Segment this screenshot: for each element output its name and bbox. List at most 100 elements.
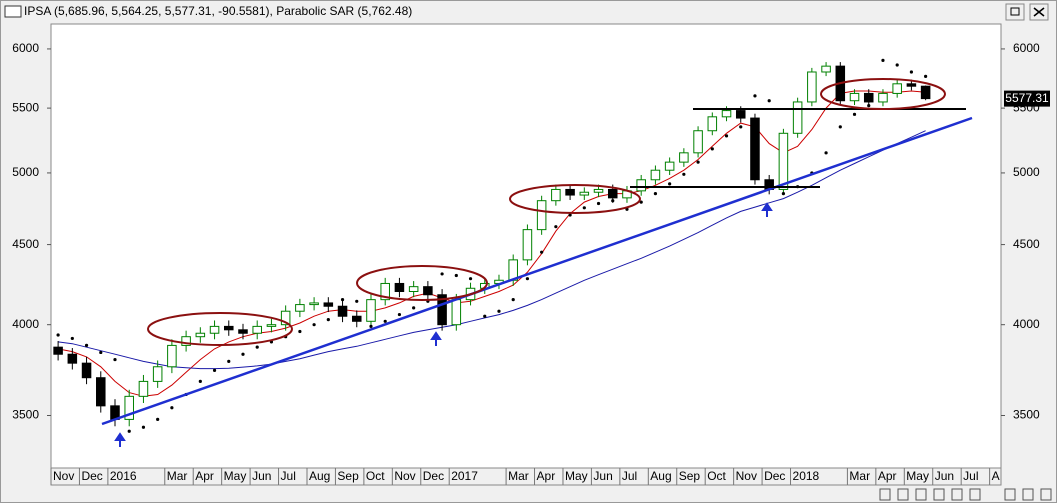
trend-line: [101, 116, 973, 426]
sar-dot: [682, 172, 686, 176]
sar-dot: [84, 343, 89, 348]
sar-dot: [739, 125, 743, 129]
sar-dot: [781, 192, 786, 196]
candle-body: [593, 188, 604, 193]
candle-body: [67, 353, 78, 364]
sar-dot: [710, 147, 714, 151]
sar-dot: [568, 213, 572, 217]
candle-body: [138, 380, 149, 397]
y-tick-label: 6000: [1013, 41, 1040, 55]
sar-dot: [412, 306, 416, 310]
sar-dot: [255, 345, 259, 349]
x-tick-label: May: [224, 469, 247, 483]
y-tick-label: 4000: [12, 317, 39, 331]
up-arrow: [430, 331, 442, 346]
candle-body: [551, 188, 561, 202]
candle-body: [309, 302, 319, 306]
x-tick-label: Mar: [849, 469, 870, 483]
sar-dot: [497, 309, 501, 313]
x-tick-label: 2018: [793, 469, 820, 483]
y-tick-label: 5000: [12, 165, 39, 179]
window-buttons: [1005, 3, 1049, 21]
candle-body: [821, 65, 831, 73]
x-tick-label: Mar: [167, 469, 188, 483]
candle-body: [337, 305, 348, 317]
sar-dot: [895, 63, 899, 67]
candle-body: [167, 344, 177, 368]
consolidation-ellipse: [356, 265, 488, 301]
x-tick-label: Jul: [963, 469, 978, 483]
candle-body: [238, 329, 248, 334]
y-tick-label: 5500: [12, 100, 39, 114]
candle-body: [707, 116, 718, 132]
close-icon: [1033, 7, 1045, 17]
y-tick-label: 6000: [12, 41, 39, 55]
sar-dot: [582, 206, 586, 210]
x-tick-label: Sep: [337, 469, 359, 483]
toolbar-button[interactable]: [951, 488, 963, 501]
x-tick-label: Jul: [281, 469, 296, 483]
sar-dot: [241, 352, 245, 356]
sar-dot: [596, 201, 601, 206]
toolbar-button[interactable]: [897, 488, 909, 501]
candle-body: [380, 282, 390, 301]
candle-body: [664, 161, 675, 171]
y-tick-label: 4000: [1013, 317, 1040, 331]
x-tick-label: Oct: [366, 469, 385, 483]
x-tick-label: Sep: [679, 469, 701, 483]
toolbar-button[interactable]: [1022, 488, 1034, 501]
last-price-box: [1004, 90, 1050, 107]
sar-dot: [454, 273, 458, 278]
candle-body: [650, 169, 661, 181]
sar-dot: [56, 333, 60, 337]
candle-body: [280, 310, 291, 326]
x-tick-label: Dec: [81, 469, 102, 483]
candle-body: [636, 179, 646, 192]
toolbar-button[interactable]: [933, 488, 945, 501]
x-tick-label: Dec: [764, 469, 785, 483]
candle-body: [579, 191, 590, 196]
toolbar-button[interactable]: [915, 488, 927, 501]
candle-body: [152, 366, 163, 382]
moving-average-line: [58, 130, 926, 370]
candle-body: [351, 315, 362, 322]
toolbar-button[interactable]: [1040, 488, 1052, 501]
candle-body: [451, 299, 462, 326]
sar-dot: [909, 70, 914, 74]
sar-dot: [924, 74, 928, 78]
last-price-label: 5577.31: [1005, 91, 1049, 105]
candle-body: [181, 336, 191, 346]
toolbar-button[interactable]: [879, 488, 891, 501]
sar-dot: [696, 160, 700, 164]
candle-body: [295, 304, 305, 312]
sar-dot: [312, 323, 316, 327]
x-tick-label: Apr: [878, 469, 897, 483]
candle-body: [878, 92, 888, 103]
x-tick-label: Jun: [935, 469, 954, 483]
window-icon: [4, 5, 22, 18]
up-arrow: [761, 202, 773, 217]
consolidation-ellipse: [147, 312, 293, 346]
sar-dot: [383, 319, 387, 323]
sar-dot: [468, 277, 473, 281]
candle-body: [735, 110, 746, 119]
sar-dot: [838, 125, 842, 129]
sar-dot: [212, 368, 217, 372]
toolbar-button[interactable]: [969, 488, 981, 501]
restore-button[interactable]: [1005, 3, 1025, 21]
candle-body: [565, 188, 575, 196]
x-tick-label: Aug: [650, 469, 671, 483]
sar-dot: [298, 329, 302, 334]
sar-dot: [511, 298, 515, 302]
sar-dot: [340, 298, 345, 302]
x-tick-label: Jun: [593, 469, 612, 483]
sar-dot: [724, 134, 729, 138]
candle-body: [81, 362, 92, 379]
sar-dot: [397, 312, 402, 317]
x-tick-label: Nov: [394, 469, 415, 483]
candle-body: [266, 324, 277, 327]
x-tick-label: Nov: [53, 469, 74, 483]
up-arrow: [114, 432, 126, 447]
toolbar-button[interactable]: [1004, 488, 1016, 501]
x-tick-label: Mar: [508, 469, 529, 483]
